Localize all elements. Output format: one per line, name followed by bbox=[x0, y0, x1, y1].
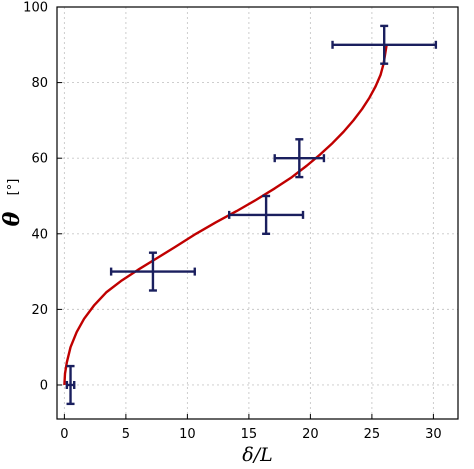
x-tick-label: 25 bbox=[364, 427, 381, 442]
fit-curve-layer bbox=[63, 44, 388, 386]
data-point bbox=[109, 251, 196, 292]
data-point bbox=[331, 24, 438, 65]
y-axis-symbol: θ bbox=[0, 211, 25, 226]
y-tick-label: 40 bbox=[31, 227, 48, 242]
y-axis-label: θ [°] bbox=[0, 179, 25, 227]
data-point bbox=[65, 364, 76, 406]
y-tick-label: 80 bbox=[31, 76, 48, 91]
data-points-layer bbox=[65, 24, 438, 406]
x-tick-label: 10 bbox=[179, 427, 196, 442]
x-tick-label: 20 bbox=[302, 427, 319, 442]
data-point bbox=[273, 138, 326, 179]
y-tick-label: 100 bbox=[23, 1, 48, 16]
data-point bbox=[228, 194, 305, 235]
y-tick-label: 20 bbox=[31, 303, 48, 318]
y-tick-label: 0 bbox=[40, 378, 48, 393]
axis-ticks: 0 5 10 15 20 25 30 0 20 40 60 80 100 bbox=[23, 1, 442, 443]
y-axis-unit: [°] bbox=[6, 179, 21, 196]
x-tick-label: 30 bbox=[425, 427, 442, 442]
grid bbox=[57, 6, 458, 419]
x-tick-label: 0 bbox=[60, 427, 68, 442]
x-tick-label: 5 bbox=[122, 427, 130, 442]
x-tick-label: 15 bbox=[241, 427, 258, 442]
x-axis-label: δ/L bbox=[242, 444, 272, 466]
fit-curve bbox=[63, 44, 388, 386]
plot-frame bbox=[56, 6, 459, 420]
y-tick-label: 60 bbox=[31, 152, 48, 167]
